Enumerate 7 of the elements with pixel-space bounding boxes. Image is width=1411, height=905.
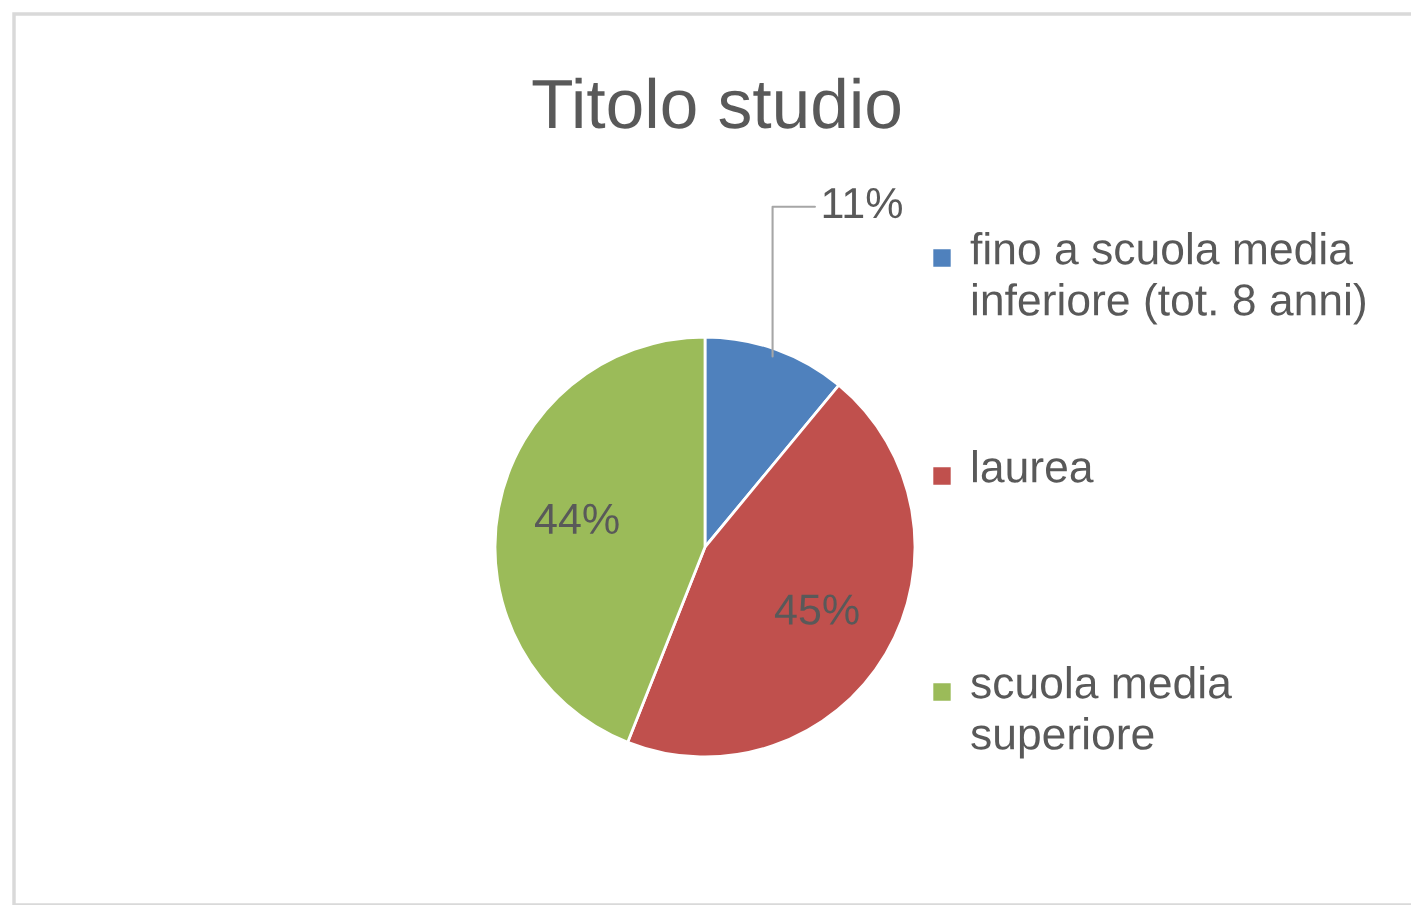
chart-title: Titolo studio: [532, 77, 901, 129]
legend-label: fino a scuola media inferiore (tot. 8 anni): [970, 232, 1365, 325]
legend-label: laurea: [972, 450, 1094, 483]
data-label: 44%: [535, 503, 619, 534]
data-label: 45%: [774, 594, 859, 625]
legend-label: scuola media superiore: [971, 666, 1232, 759]
data-label: 11%: [823, 188, 902, 219]
